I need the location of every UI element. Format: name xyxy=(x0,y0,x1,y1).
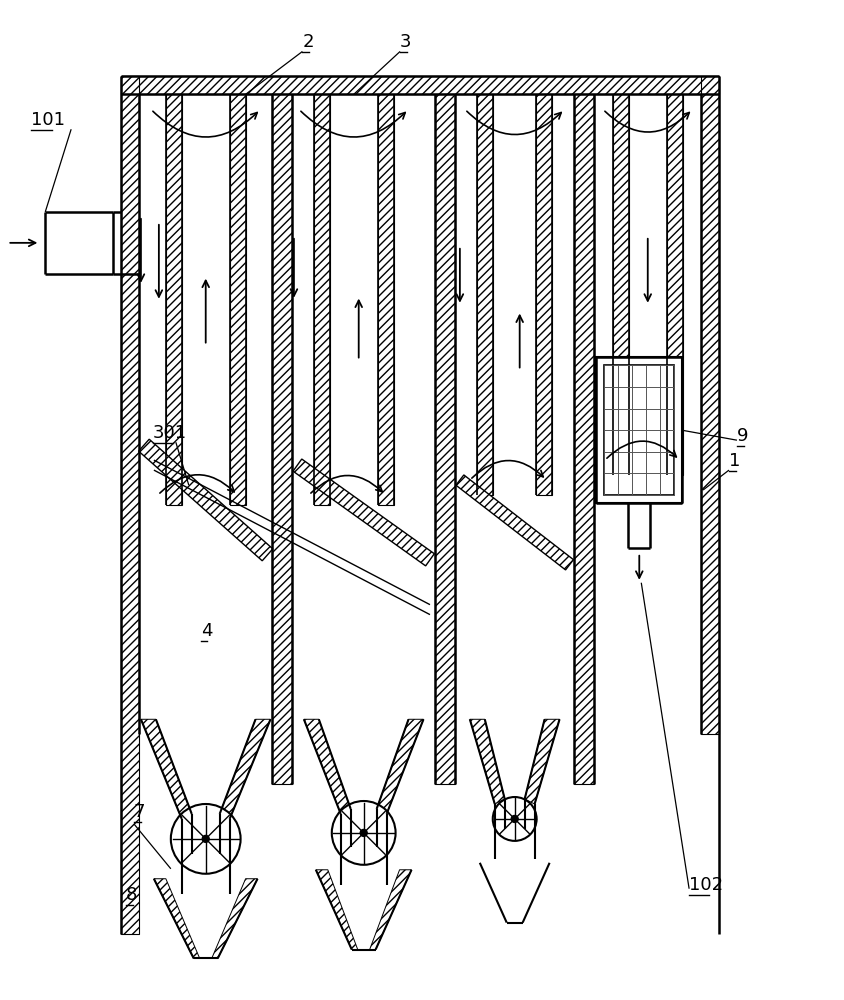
Circle shape xyxy=(170,804,241,874)
Circle shape xyxy=(332,801,396,865)
Bar xyxy=(575,94,594,784)
Bar xyxy=(377,94,393,505)
Text: 3: 3 xyxy=(400,33,412,51)
Text: 8: 8 xyxy=(126,886,138,904)
Text: 102: 102 xyxy=(689,876,723,894)
Bar xyxy=(604,365,674,495)
Polygon shape xyxy=(370,870,412,950)
Polygon shape xyxy=(525,719,560,804)
Circle shape xyxy=(493,797,537,841)
Circle shape xyxy=(360,829,367,836)
Polygon shape xyxy=(456,475,573,570)
Polygon shape xyxy=(141,719,192,819)
Text: 9: 9 xyxy=(737,427,749,445)
Bar xyxy=(435,94,455,784)
Bar xyxy=(230,94,246,505)
Polygon shape xyxy=(316,870,358,950)
Bar xyxy=(597,357,682,503)
Bar xyxy=(478,94,493,495)
Text: 1: 1 xyxy=(729,452,740,470)
Text: 101: 101 xyxy=(31,111,65,129)
Text: 2: 2 xyxy=(302,33,314,51)
Text: 7: 7 xyxy=(134,803,145,821)
Circle shape xyxy=(203,835,209,842)
Polygon shape xyxy=(376,719,424,814)
Bar xyxy=(165,94,181,505)
Polygon shape xyxy=(212,879,257,958)
Bar xyxy=(536,94,552,495)
Polygon shape xyxy=(154,879,200,958)
Circle shape xyxy=(511,815,518,822)
Bar xyxy=(613,94,629,475)
Bar xyxy=(701,76,719,734)
Bar xyxy=(667,94,683,475)
Polygon shape xyxy=(470,719,505,804)
Polygon shape xyxy=(138,439,273,561)
Bar xyxy=(314,94,330,505)
Bar xyxy=(121,76,719,94)
Polygon shape xyxy=(293,459,435,566)
Text: 301: 301 xyxy=(153,424,187,442)
Text: 4: 4 xyxy=(201,622,212,640)
Bar xyxy=(121,76,139,934)
Bar xyxy=(273,94,292,784)
Polygon shape xyxy=(304,719,351,814)
Polygon shape xyxy=(219,719,270,819)
